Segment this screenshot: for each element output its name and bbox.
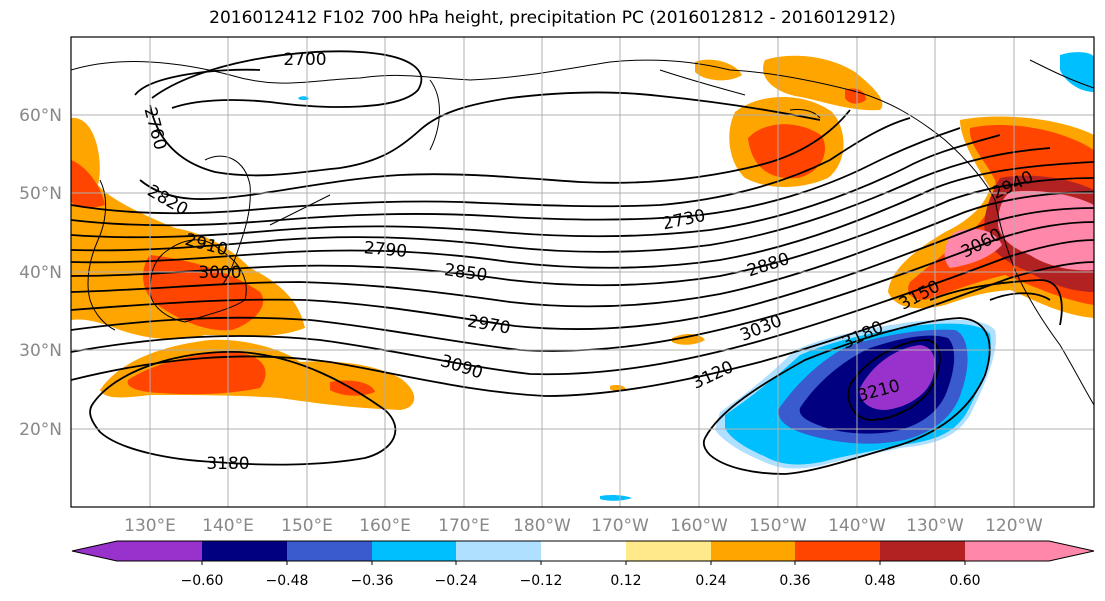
map-panel: 2700 2760 2820 2910 3000 2790 2850 2730 … [71, 37, 1094, 507]
lat-label: 40°N [19, 263, 62, 283]
colorbar-swatch [287, 541, 372, 561]
lon-label: 140°W [828, 516, 886, 536]
graticule [71, 37, 1094, 507]
colorbar-extend-low [72, 541, 117, 561]
colorbar: −0.60 −0.48 −0.36 −0.24 −0.12 0.12 0.24 … [71, 540, 1095, 589]
colorbar-extend-high [1049, 541, 1094, 561]
lon-label: 180°W [513, 516, 571, 536]
colorbar-tick-label: 0.60 [949, 573, 980, 589]
colorbar-swatch [202, 541, 287, 561]
colorbar-swatch [456, 541, 541, 561]
lon-label: 150°E [281, 516, 333, 536]
colorbar-tick-label: −0.36 [351, 573, 394, 589]
colorbar-swatch [711, 541, 795, 561]
colorbar-swatch [117, 541, 202, 561]
colorbar-swatch [626, 541, 711, 561]
colorbar-swatch [965, 541, 1049, 561]
contour-label: 2700 [283, 50, 326, 70]
contour-label: 3000 [198, 263, 241, 283]
longitude-labels: 130°E 140°E 150°E 160°E 170°E 180°W 170°… [124, 516, 1043, 536]
lon-label: 170°E [438, 516, 490, 536]
lon-label: 140°E [202, 516, 254, 536]
colorbar-swatch [880, 541, 965, 561]
lon-label: 150°W [749, 516, 807, 536]
map-title: 2016012412 F102 700 hPa height, precipit… [209, 8, 896, 28]
contour-label: 2790 [363, 238, 408, 262]
lon-label: 160°E [359, 516, 411, 536]
lon-label: 130°E [124, 516, 176, 536]
colorbar-tick-label: 0.12 [610, 573, 641, 589]
contour-label: 3180 [206, 454, 249, 474]
colorbar-swatch [541, 541, 626, 561]
colorbar-swatch [372, 541, 456, 561]
lon-label: 130°W [906, 516, 964, 536]
lat-label: 20°N [19, 420, 62, 440]
lat-label: 50°N [19, 184, 62, 204]
lat-label: 60°N [19, 106, 62, 126]
precip-west-coast [888, 52, 1094, 318]
lon-label: 120°W [985, 516, 1043, 536]
colorbar-swatch [795, 541, 880, 561]
colorbar-tick-label: −0.24 [435, 573, 478, 589]
colorbar-tick-label: 0.24 [695, 573, 726, 589]
colorbar-tick-label: 0.36 [779, 573, 810, 589]
map-frame [70, 36, 1095, 508]
colorbar-tick-label: −0.12 [520, 573, 563, 589]
lon-label: 160°W [670, 516, 728, 536]
lat-label: 30°N [19, 341, 62, 361]
colorbar-tick-label: 0.48 [864, 573, 895, 589]
colorbar-tick-label: −0.48 [266, 573, 309, 589]
latitude-labels: 60°N 50°N 40°N 30°N 20°N [19, 106, 62, 440]
colorbar-tick-label: −0.60 [181, 573, 224, 589]
lon-label: 170°W [591, 516, 649, 536]
